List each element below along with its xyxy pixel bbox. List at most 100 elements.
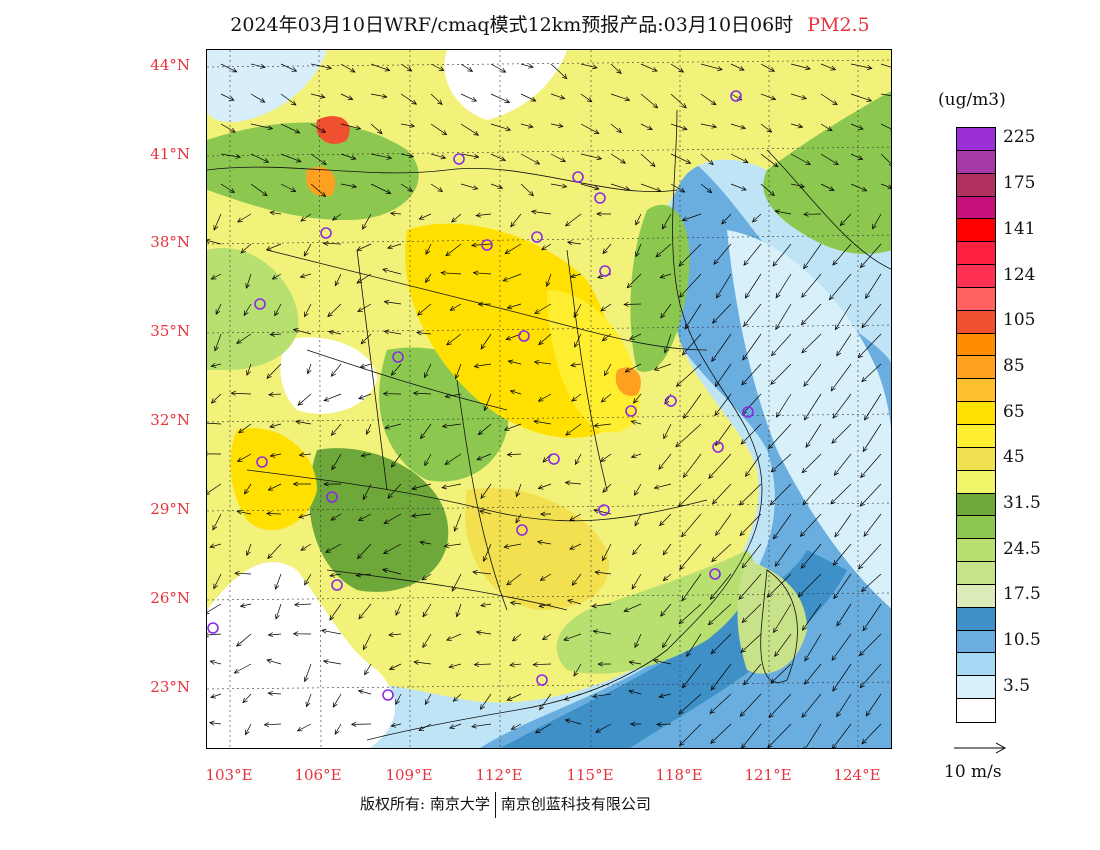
wind-vector [370,153,392,159]
wind-arrowhead [245,550,251,557]
wind-arrowhead [857,352,864,359]
wind-arrowhead [409,123,416,129]
wind-vector [323,660,342,665]
wind-vector [304,573,312,586]
wind-arrowhead [802,625,808,631]
wind-arrowhead [834,531,840,538]
wind-vector [862,603,882,631]
wind-vector [310,153,327,165]
wind-vector [490,153,506,161]
wind-vector [850,183,867,192]
wind-vector [601,393,612,403]
wind-vector [775,303,792,330]
wind-arrowhead [678,501,684,508]
wind-vector [445,243,462,257]
wind-vector [356,243,372,251]
wind-vector [745,273,762,299]
species-label: PM2.5 [807,14,870,36]
wind-vector [472,571,492,575]
wind-vector [268,483,282,491]
wind-arrowhead [355,125,362,131]
wind-vector [388,633,402,636]
colorbar-label: 65 [1003,401,1025,422]
clean-area-southwest [207,562,395,748]
wind-arrowhead [593,185,600,191]
wind-arrowhead [712,318,718,324]
wind-arrowhead [571,396,577,402]
wind-arrowhead [800,563,806,569]
colorbar-label: 17.5 [1003,584,1041,605]
wind-vector [820,93,838,105]
wind-arrowhead [505,335,512,341]
wind-arrowhead [384,424,390,430]
wind-vector [804,663,822,685]
wind-arrowhead [652,103,659,109]
wind-vector [679,273,702,298]
wind-arrowhead [383,329,390,335]
wind-vector [546,273,552,287]
pm25-map[interactable] [206,49,892,749]
wind-vector [711,543,732,562]
wind-vector [476,453,492,461]
wind-vector [211,273,222,280]
wind-arrowhead [213,583,219,590]
wind-vector [653,659,672,665]
wind-arrowhead [656,721,662,727]
wind-vector [602,243,612,254]
wind-vector [678,483,702,508]
wind-arrowhead [349,67,356,73]
wind-arrowhead [805,160,811,165]
wind-vector [654,483,672,489]
wind-arrowhead [593,508,599,514]
wind-vector [678,693,702,715]
wind-arrowhead [395,699,400,706]
wind-arrowhead [675,441,681,448]
wind-arrowhead [591,603,597,609]
wind-arrowhead [678,709,684,715]
wind-arrowhead [355,572,362,578]
clean-area-north2 [444,50,567,120]
wind-vector [329,573,342,577]
wind-arrowhead [358,394,364,400]
wind-vector [340,63,356,73]
wind-arrowhead [390,370,397,376]
wind-vector [863,513,882,537]
wind-arrowhead [473,153,480,159]
wind-arrowhead [408,153,415,159]
wind-vector [836,603,852,627]
wind-arrowhead [329,615,335,621]
wind-vector [592,603,612,607]
wind-arrowhead [387,244,393,250]
wind-vector [760,183,775,196]
wind-arrowhead [291,67,298,72]
lon-label: 118°E [655,766,703,784]
wind-arrowhead [741,185,747,191]
wind-arrowhead [395,610,401,616]
wind-arrowhead [506,304,513,310]
wind-vector [266,659,282,665]
wind-vector [634,483,642,496]
wind-arrowhead [586,97,593,103]
wind-arrowhead [662,642,667,649]
wind-vector [768,693,792,718]
wind-vector [471,723,492,728]
wind-vector [264,723,282,726]
wind-arrowhead [334,729,340,735]
city-marker [326,491,338,503]
wind-vector [270,333,282,335]
wind-arrowhead [470,242,477,248]
wind-vector [741,363,762,386]
wind-arrowhead [390,722,397,728]
wind-arrowhead [295,157,302,163]
colorbar-swatch [957,653,995,677]
wind-vector [730,63,745,71]
wind-arrowhead [630,420,637,425]
wind-vector [713,243,732,265]
wind-arrowhead [830,385,836,392]
city-marker [518,330,530,342]
wind-arrowhead [542,457,548,463]
wind-arrowhead [658,693,665,699]
wind-arrowhead [390,462,396,468]
city-marker [594,192,606,204]
wind-vector [421,573,432,581]
